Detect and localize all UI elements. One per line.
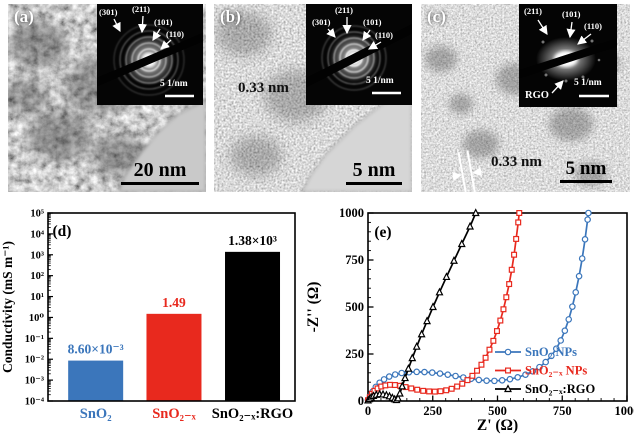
svg-text:10²: 10²: [30, 271, 44, 282]
nyquist-svg: 0250500750100002505007501000SnO₂ NPsSnO₂…: [305, 206, 634, 434]
lattice-spacing-label-b: 0.33 nm: [238, 80, 289, 96]
saed-inset-a: (301) (211) (101) (110) 5 1/nm: [97, 4, 203, 105]
scale-bar-c-line: [560, 179, 612, 183]
svg-text:250: 250: [345, 347, 364, 361]
svg-text:0: 0: [365, 404, 371, 418]
svg-text:10⁻³: 10⁻³: [25, 376, 44, 387]
x-axis-title: Z' (Ω): [477, 417, 518, 434]
spot-label: (301): [99, 7, 118, 17]
vacuum-region: [117, 99, 206, 192]
spot-label: (110): [584, 21, 602, 31]
y-axis-title: -Z'' (Ω): [305, 282, 322, 333]
hrtem-image-b: (b) 0.33 nm: [214, 4, 412, 192]
lattice-spacing-label-c: 0.33 nm: [491, 154, 542, 170]
svg-text:1000: 1000: [339, 206, 364, 220]
svg-text:10⁴: 10⁴: [30, 229, 45, 240]
saed-inset-c: (211) (101) (110) RGO 5 1/nm: [519, 4, 617, 107]
spot-label: (101): [154, 17, 173, 27]
scale-bar-c: 5 nm: [556, 157, 616, 183]
bar-chart-svg: 8.60×10⁻³ SnO₂ 1.49 SnO₂₋ₓ 1.38×10³ SnO₂₋ₓ:RG…: [0, 209, 296, 422]
svg-text:750: 750: [345, 253, 364, 267]
spot-label: (211): [132, 4, 150, 14]
saed-inset-b: (211) (301) (101) (110) 5 1/nm: [306, 4, 412, 105]
svg-text:10⁻²: 10⁻²: [25, 355, 44, 366]
panel-a-label: (a): [14, 7, 34, 26]
svg-text:500: 500: [345, 300, 364, 314]
spot-label: (110): [375, 30, 393, 40]
beam-stop: [519, 37, 617, 79]
hrtem-image-c: (c) 0.33 nm: [421, 4, 630, 192]
y-axis: 10⁵ 10⁴ 10³ 10² 10¹ 10⁰ 10⁻¹ 10⁻² 10⁻³ 10⁻⁴: [25, 209, 53, 408]
svg-text:10³: 10³: [30, 250, 44, 261]
inset-scale-label: 5 1/nm: [160, 79, 188, 89]
plot-box: [47, 212, 296, 402]
svg-text:10⁻⁴: 10⁻⁴: [25, 397, 45, 408]
spot-label: (101): [363, 17, 382, 27]
spot-label: (101): [562, 9, 581, 19]
legend-entry-1: SnO₂₋ₓ NPs: [525, 364, 587, 378]
scale-bar-b-label: 5 nm: [352, 158, 396, 181]
scale-bar-c-label: 5 nm: [565, 157, 607, 179]
nyquist-plot: 0250500750100002505007501000SnO₂ NPsSnO₂…: [305, 196, 634, 435]
tem-image-a: (a): [8, 4, 206, 192]
diffraction-pattern-b: [306, 4, 412, 105]
svg-text:10¹: 10¹: [30, 292, 44, 303]
svg-text:10⁵: 10⁵: [30, 209, 44, 220]
spot-arrows: [112, 15, 172, 50]
spot-label: (110): [166, 29, 184, 39]
panel-e-label: (e): [374, 224, 391, 241]
legend: SnO₂ NPs SnO₂₋ₓ NPs SnO₂₋ₓ:RGO: [495, 345, 595, 396]
scale-bar-a-label: 20 nm: [133, 158, 187, 181]
lattice-fringe-marker: [451, 150, 483, 192]
scale-bar-b-line: [346, 181, 402, 185]
dark-clusters: [425, 18, 620, 186]
bar-0: [68, 360, 124, 401]
svg-text:0: 0: [358, 394, 364, 408]
svg-text:1.38×10³: 1.38×10³: [228, 233, 277, 248]
diffraction-spots: [541, 39, 601, 83]
series-2: [364, 208, 480, 404]
vacuum-region: [301, 89, 412, 192]
svg-text:10⁻¹: 10⁻¹: [25, 334, 44, 345]
spot-arrows: [326, 17, 382, 50]
svg-text:SnO₂₋ₓ: SnO₂₋ₓ: [152, 406, 196, 422]
diffraction-rings: [113, 24, 185, 96]
svg-text:10⁰: 10⁰: [29, 313, 45, 324]
panel-c-label: (c): [427, 7, 446, 26]
svg-text:250: 250: [423, 404, 442, 418]
axes: 0 250 500 750 1000 0 250 500 750 1000: [339, 206, 634, 418]
scale-bar-a: 20 nm: [118, 158, 202, 185]
panel-b-label: (b): [220, 7, 241, 26]
legend-entry-2: SnO₂₋ₓ:RGO: [525, 382, 595, 396]
inset-scale-label: 5 1/nm: [366, 76, 394, 86]
svg-text:1.49: 1.49: [162, 295, 186, 310]
svg-text:8.60×10⁻³: 8.60×10⁻³: [68, 342, 124, 357]
spot-arrows: [537, 19, 592, 94]
bar-2: [225, 251, 281, 401]
bar-1: [146, 313, 202, 401]
svg-text:SnO₂: SnO₂: [80, 406, 112, 422]
svg-text:SnO₂₋ₓ:RGO: SnO₂₋ₓ:RGO: [212, 406, 293, 422]
scale-bar-a-line: [121, 181, 199, 185]
y-axis-title: Conductivity (mS m⁻¹): [0, 241, 15, 373]
panel-d-label: (d): [53, 223, 72, 240]
svg-text:500: 500: [488, 404, 507, 418]
scale-bar-b: 5 nm: [342, 158, 406, 185]
inset-scale-label: 5 1/nm: [574, 78, 602, 88]
rgo-label: RGO: [525, 90, 549, 101]
spot-label: (211): [524, 6, 542, 16]
bars: 8.60×10⁻³ SnO₂ 1.49 SnO₂₋ₓ 1.38×10³ SnO₂₋ₓ:RG…: [68, 233, 294, 422]
diffraction-pattern-a: [97, 4, 203, 105]
spot-label: (211): [335, 5, 353, 15]
conductivity-bar-chart: 8.60×10⁻³ SnO₂ 1.49 SnO₂₋ₓ 1.38×10³ SnO₂₋ₓ:RG…: [0, 196, 305, 435]
spot-label: (301): [312, 17, 331, 27]
beam-stop: [97, 30, 203, 88]
beam-stop: [306, 22, 412, 90]
svg-text:1000: 1000: [615, 404, 634, 418]
svg-text:750: 750: [553, 404, 572, 418]
diffraction-pattern-c: [519, 4, 617, 107]
legend-entry-0: SnO₂ NPs: [525, 345, 577, 359]
